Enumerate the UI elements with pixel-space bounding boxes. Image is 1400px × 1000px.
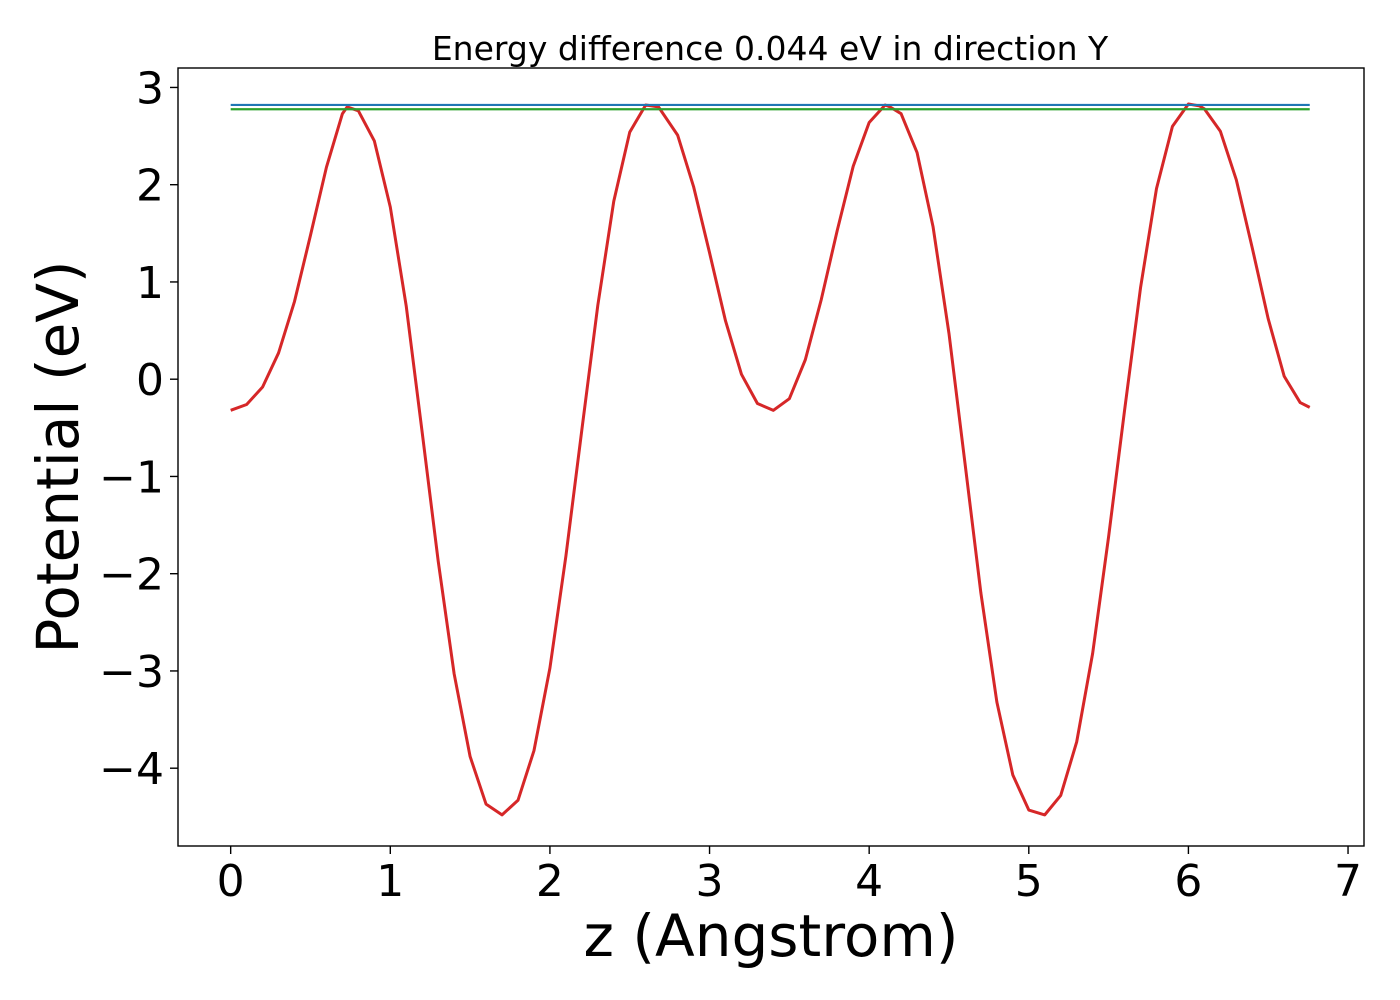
y-axis-title: Potential (eV)	[24, 260, 92, 653]
x-tick-label: 6	[1174, 856, 1202, 907]
y-tick-label: 0	[136, 355, 164, 406]
series-layer	[230, 102, 1311, 817]
y-tick-label: 3	[136, 63, 164, 114]
x-tick-label: 2	[536, 856, 564, 907]
x-tick-label: 4	[855, 856, 883, 907]
y-tick-label: 1	[136, 258, 164, 309]
x-tick-label: 7	[1334, 856, 1362, 907]
chart-title: Energy difference 0.044 eV in direction …	[432, 29, 1109, 68]
y-axis-ticks: −4 −3 −2 −1 0 1 2 3	[99, 63, 178, 795]
x-tick-label: 1	[376, 856, 404, 907]
y-tick-label: −2	[99, 550, 164, 601]
y-tick-label: −3	[99, 647, 164, 698]
x-axis-ticks: 0 1 2 3 4 5 6 7	[217, 846, 1362, 907]
y-tick-label: 2	[136, 161, 164, 212]
x-tick-label: 3	[696, 856, 724, 907]
series-line-1	[230, 102, 1311, 817]
plot-frame	[177, 67, 1365, 847]
y-tick-label: −1	[99, 452, 164, 503]
x-tick-label: 5	[1015, 856, 1043, 907]
x-axis-title: z (Angstrom)	[584, 902, 959, 970]
y-tick-label: −4	[99, 744, 164, 795]
x-tick-label: 0	[217, 856, 245, 907]
